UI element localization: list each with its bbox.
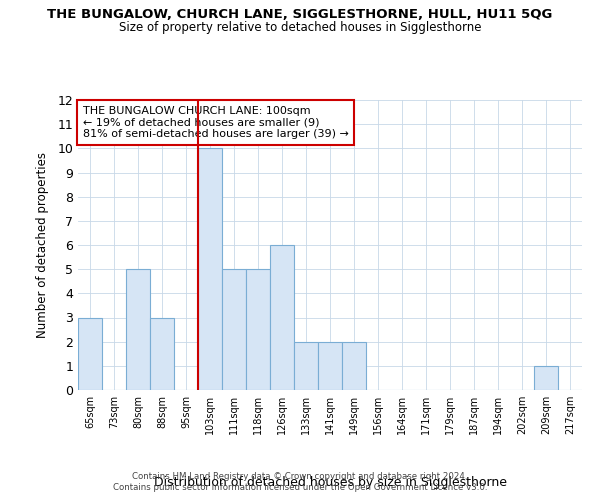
Bar	[246, 269, 270, 390]
Text: THE BUNGALOW, CHURCH LANE, SIGGLESTHORNE, HULL, HU11 5QG: THE BUNGALOW, CHURCH LANE, SIGGLESTHORNE…	[47, 8, 553, 20]
Bar	[150, 318, 174, 390]
Text: THE BUNGALOW CHURCH LANE: 100sqm
← 19% of detached houses are smaller (9)
81% of: THE BUNGALOW CHURCH LANE: 100sqm ← 19% o…	[83, 106, 349, 139]
Bar	[270, 245, 294, 390]
Bar	[342, 342, 366, 390]
Bar	[534, 366, 558, 390]
Bar	[222, 269, 246, 390]
X-axis label: Distribution of detached houses by size in Sigglesthorne: Distribution of detached houses by size …	[154, 476, 506, 489]
Bar	[198, 148, 222, 390]
Y-axis label: Number of detached properties: Number of detached properties	[36, 152, 49, 338]
Text: Contains HM Land Registry data © Crown copyright and database right 2024.
Contai: Contains HM Land Registry data © Crown c…	[113, 472, 487, 492]
Bar	[318, 342, 342, 390]
Bar	[78, 318, 102, 390]
Bar	[126, 269, 150, 390]
Text: Size of property relative to detached houses in Sigglesthorne: Size of property relative to detached ho…	[119, 21, 481, 34]
Bar	[294, 342, 318, 390]
